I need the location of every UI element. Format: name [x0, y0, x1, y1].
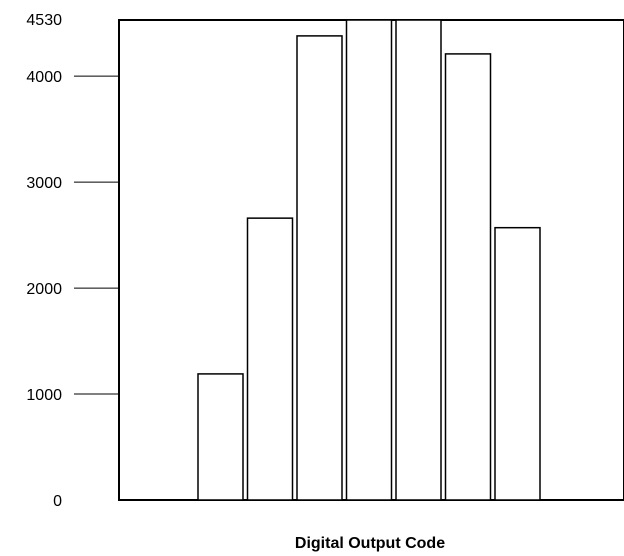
- y-tick-label: 3000: [26, 175, 62, 192]
- histogram-bar-4: [345, 19, 393, 501]
- histogram-bar-1: [197, 373, 244, 501]
- y-axis: 0 1000 2000 3000 4000 4530: [26, 12, 119, 510]
- histogram-bar-6: [444, 53, 492, 501]
- bars: [197, 19, 541, 501]
- y-tick-label: 2000: [26, 281, 62, 298]
- y-tick-label: 4530: [26, 12, 62, 29]
- histogram-bar-3: [296, 35, 343, 501]
- y-tick-label: 0: [53, 493, 62, 510]
- y-tick-label: 1000: [26, 387, 62, 404]
- x-axis-title: Digital Output Code: [295, 535, 445, 552]
- histogram-bar-7: [494, 226, 541, 501]
- y-tick-label: 4000: [26, 69, 62, 86]
- histogram-bar-5: [395, 19, 442, 501]
- histogram-bar-2: [246, 217, 294, 501]
